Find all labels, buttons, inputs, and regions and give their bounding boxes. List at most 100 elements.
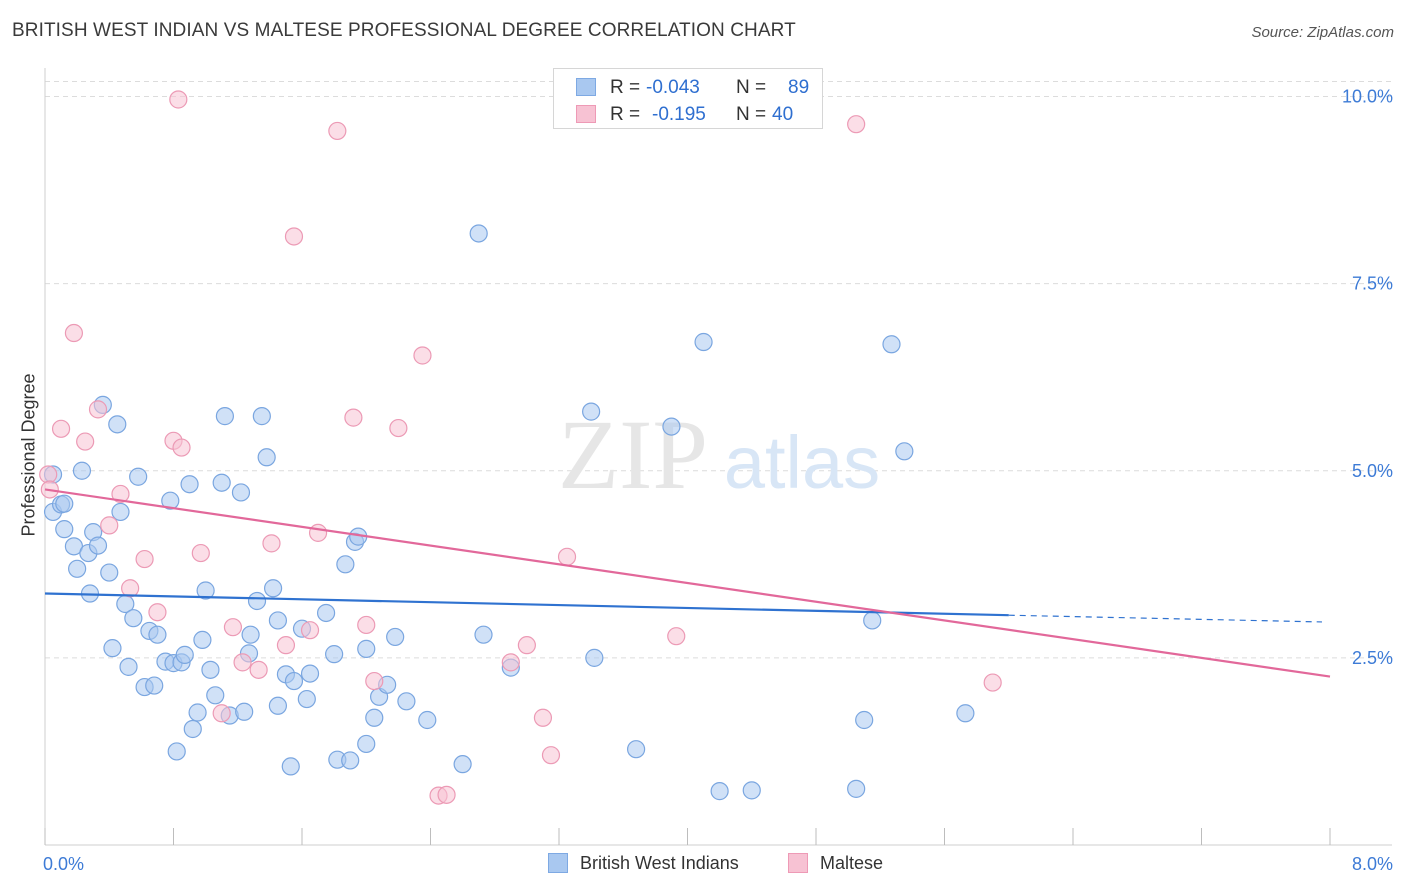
data-point-british-west-indians [241, 625, 260, 644]
data-point-maltese [365, 671, 384, 691]
y-tick-label: 7.5% [1352, 274, 1393, 294]
data-point-british-west-indians [257, 448, 276, 467]
data-point-british-west-indians [316, 603, 336, 623]
data-point-british-west-indians [357, 639, 376, 658]
data-point-british-west-indians [365, 708, 384, 727]
data-point-british-west-indians [469, 224, 488, 243]
data-point-british-west-indians [212, 473, 231, 492]
data-point-maltese [169, 90, 188, 109]
data-point-british-west-indians [145, 676, 164, 695]
data-point-british-west-indians [710, 782, 729, 801]
data-point-british-west-indians [397, 692, 416, 711]
data-point-maltese [413, 346, 432, 365]
data-point-british-west-indians [247, 591, 267, 611]
data-point-british-west-indians [284, 671, 304, 691]
x-tick-label: 8.0% [1352, 854, 1393, 874]
trend-layer [44, 488, 1331, 678]
data-point-maltese [541, 746, 561, 765]
axis-layer [44, 68, 1392, 846]
data-point-maltese [557, 547, 577, 566]
data-point-british-west-indians [161, 491, 180, 510]
data-point-maltese [249, 660, 268, 679]
data-point-british-west-indians [453, 755, 472, 774]
data-point-british-west-indians [235, 702, 254, 721]
legend-r-value: -0.043 [646, 77, 700, 98]
data-point-maltese [389, 418, 408, 438]
data-point-maltese [76, 432, 95, 451]
data-point-british-west-indians [956, 704, 975, 723]
data-point-british-west-indians [662, 417, 681, 436]
bottom-legend-label: British West Indians [580, 853, 739, 873]
data-point-british-west-indians [268, 696, 288, 715]
data-point-maltese [300, 621, 320, 640]
data-point-maltese [223, 618, 243, 637]
trend-line-british-west-indians [44, 592, 1009, 617]
legend-swatch-blue [576, 78, 596, 96]
series-british-west-indians [43, 224, 975, 801]
data-point-maltese [276, 636, 296, 655]
legend-r-value: -0.195 [652, 104, 706, 125]
data-point-maltese [212, 704, 231, 723]
data-point-maltese [121, 579, 140, 598]
data-point-maltese [262, 534, 281, 553]
trend-line-maltese [44, 488, 1331, 678]
data-point-british-west-indians [694, 332, 713, 352]
data-point-british-west-indians [108, 415, 127, 434]
data-point-british-west-indians [175, 645, 194, 664]
data-point-british-west-indians [167, 742, 186, 761]
data-point-maltese [437, 785, 456, 804]
trend-line-british-west-indians-extension [1008, 614, 1322, 623]
data-point-british-west-indians [180, 475, 199, 494]
data-point-maltese [172, 438, 191, 457]
data-point-british-west-indians [201, 660, 220, 679]
data-point-british-west-indians [297, 689, 316, 709]
data-point-british-west-indians [206, 686, 225, 705]
legend-swatch-pink [576, 105, 596, 123]
data-point-maltese [191, 543, 210, 563]
y-tick-label: 2.5% [1352, 648, 1393, 668]
data-point-maltese [88, 400, 108, 419]
data-point-maltese [667, 627, 686, 646]
bottom-legend-swatch-blue [548, 853, 568, 873]
correlation-legend: R = -0.043 N = 89 R = -0.195 N = 40 [553, 68, 823, 129]
data-point-british-west-indians [68, 559, 87, 578]
data-point-british-west-indians [626, 740, 646, 759]
data-point-maltese [328, 121, 347, 141]
data-point-british-west-indians [148, 625, 167, 644]
legend-n-label: N = [736, 104, 767, 125]
data-point-maltese [533, 708, 553, 727]
bottom-legend-swatch-pink [788, 853, 808, 873]
data-point-british-west-indians [55, 494, 74, 513]
data-point-british-west-indians [100, 563, 119, 582]
data-point-maltese [517, 636, 536, 655]
data-point-british-west-indians [863, 611, 882, 630]
data-point-british-west-indians [300, 664, 320, 683]
data-point-maltese [51, 419, 71, 438]
data-point-british-west-indians [215, 407, 234, 426]
legend-r-label: R = [610, 77, 641, 98]
data-point-british-west-indians [474, 625, 493, 644]
data-point-british-west-indians [386, 627, 405, 647]
data-point-maltese [501, 653, 520, 672]
data-point-british-west-indians [357, 734, 376, 754]
data-point-british-west-indians [129, 467, 148, 486]
bottom-legend-label: Maltese [820, 853, 884, 873]
data-point-british-west-indians [336, 555, 355, 574]
data-point-maltese [111, 484, 130, 504]
data-point-british-west-indians [268, 611, 288, 630]
source-credit: Source: ZipAtlas.com [1251, 24, 1394, 41]
data-point-maltese [284, 227, 304, 246]
data-point-british-west-indians [252, 407, 271, 426]
y-tick-label: 10.0% [1342, 87, 1393, 107]
data-point-maltese [983, 673, 1002, 692]
legend-r-label: R = [610, 104, 641, 125]
data-point-british-west-indians [847, 779, 866, 798]
x-tick-label: 0.0% [43, 854, 84, 874]
data-point-maltese [39, 465, 58, 484]
watermark: ZIP atlas [558, 399, 880, 510]
data-point-british-west-indians [585, 648, 604, 667]
y-axis-label: Professional Degree [18, 373, 39, 537]
watermark-zip: ZIP [558, 399, 708, 510]
data-point-british-west-indians [188, 703, 207, 722]
